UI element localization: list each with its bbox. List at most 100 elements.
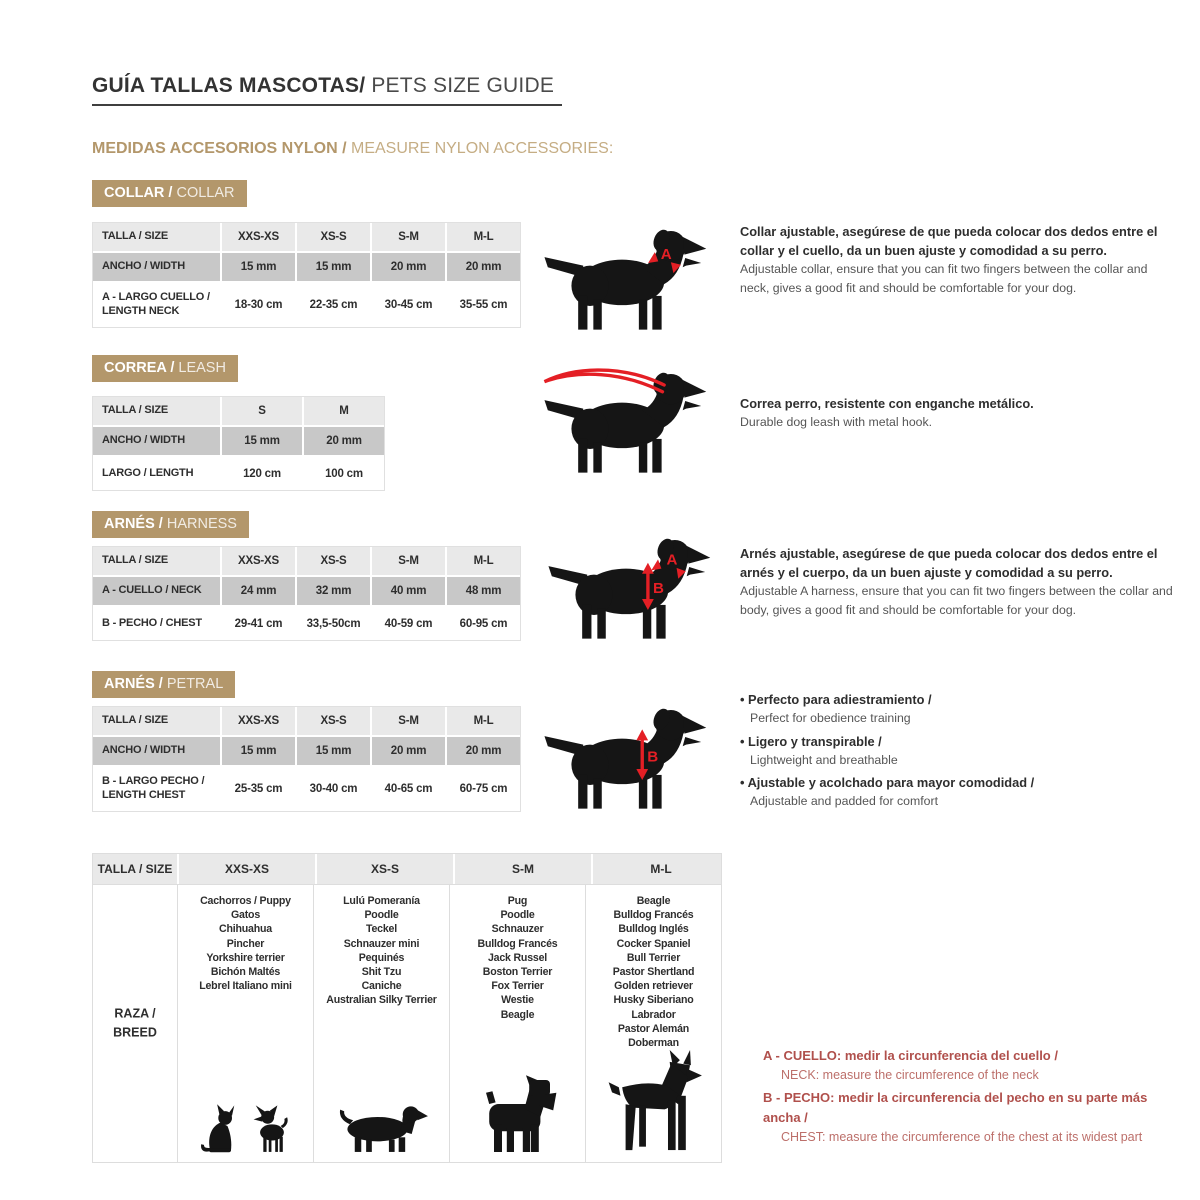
value-cell: 32 mm: [295, 577, 370, 605]
table-header-row: TALLA / SIZE XXS-XS XS-S S-M M-L: [93, 707, 520, 735]
row-label: ANCHO / WIDTH: [102, 260, 185, 273]
diagram-label-a: A: [666, 551, 677, 568]
value-cell: 15 mm: [220, 427, 302, 455]
harness-description: Arnés ajustable, asegúrese de que pueda …: [740, 544, 1176, 619]
feature-item: Ligero y transpirable / Lightweight and …: [740, 732, 1176, 770]
breed-item: Pastor Alemán: [617, 1022, 690, 1035]
table-row: B - PECHO / CHEST 29-41 cm 33,5-50cm 40-…: [93, 605, 520, 640]
chihuahua-silhouette-icon: [246, 1104, 292, 1156]
value-cell: 100 cm: [302, 457, 384, 490]
petral-badge-es: ARNÉS /: [104, 676, 163, 692]
feature-es: Ajustable y acolchado para mayor comodid…: [740, 773, 1176, 792]
header-cell: XS-S: [315, 854, 453, 884]
diagram-label-b: B: [653, 580, 664, 597]
header-cell: XS-S: [295, 547, 370, 575]
breed-item: Lulú Pomeranía: [343, 895, 420, 907]
breed-item: Shit Tzu: [361, 966, 402, 979]
leash-desc-es: Correa perro, resistente con enganche me…: [740, 396, 1034, 411]
diagram-label-b: B: [647, 748, 658, 765]
harness-desc-en: Adjustable A harness, ensure that you ca…: [740, 584, 1173, 617]
petral-feature-list: Perfecto para adiestramiento / Perfect f…: [740, 690, 1176, 815]
value-cell: 60-95 cm: [445, 607, 520, 640]
breed-row-label: RAZA / BREED: [93, 1004, 177, 1043]
petral-measure-dog-icon: B: [536, 694, 708, 812]
breed-column-xs-s: Lulú Pomeranía Poodle Teckel Schnauzer mini…: [313, 885, 449, 1162]
breed-item: Husky Siberiano: [613, 994, 694, 1007]
silhouette-row: [450, 1072, 585, 1156]
leash-badge-es: CORREA /: [104, 360, 175, 376]
value-cell: 48 mm: [445, 577, 520, 605]
header-cell: XXS-XS: [220, 707, 295, 735]
petral-size-table: TALLA / SIZE XXS-XS XS-S S-M M-L ANCHO /…: [92, 706, 521, 812]
page-subtitle-en: MEASURE NYLON ACCESSORIES:: [346, 140, 614, 157]
breed-item: Westie: [501, 994, 534, 1007]
collar-description: Collar ajustable, asegúrese de que pueda…: [740, 222, 1176, 297]
title-underline: [92, 104, 562, 106]
table-row: ANCHO / WIDTH 15 mm 20 mm: [93, 425, 384, 455]
breed-column-s-m: Pug Poodle Schnauzer Bulldog Francés Jack Ru…: [449, 885, 585, 1162]
silhouette-row: [586, 1050, 721, 1156]
collar-desc-es: Collar ajustable, asegúrese de que pueda…: [740, 224, 1158, 259]
petral-measure-arrows: B: [636, 729, 658, 780]
header-cell: M-L: [445, 707, 520, 735]
value-cell: 120 cm: [220, 457, 302, 490]
breed-item: Yorkshire terrier: [206, 951, 285, 964]
table-row: LARGO / LENGTH 120 cm 100 cm: [93, 455, 384, 490]
header-cell: S-M: [453, 854, 591, 884]
value-cell: 60-75 cm: [445, 767, 520, 811]
page-subtitle: MEDIDAS ACCESORIOS NYLON / MEASURE NYLON…: [92, 140, 613, 158]
breed-table-header: TALLA / SIZE XXS-XS XS-S S-M M-L: [92, 853, 722, 885]
collar-measure-dog-icon: A: [536, 215, 708, 333]
breed-item: Jack Russel: [487, 951, 548, 964]
silhouette-row: [178, 1100, 313, 1156]
diagram-label-a: A: [661, 246, 672, 263]
table-row: B - LARGO PECHO / LENGTH CHEST 25-35 cm …: [93, 765, 520, 811]
value-cell: 20 mm: [302, 427, 384, 455]
feature-item: Perfecto para adiestramiento / Perfect f…: [740, 690, 1176, 728]
row-label: LARGO / LENGTH: [102, 466, 194, 479]
header-cell: S: [220, 397, 302, 425]
breed-item: Bull Terrier: [626, 951, 681, 964]
schnauzer-silhouette-icon: [478, 1072, 558, 1156]
header-cell: TALLA / SIZE: [102, 230, 169, 243]
breed-item: Poodle: [500, 909, 535, 922]
breed-item: Pequinés: [358, 951, 405, 964]
breed-row-label-es: RAZA /: [114, 1006, 156, 1021]
note-b-en: CHEST: measure the circumference of the …: [781, 1129, 1143, 1144]
collar-measure-arrows: A: [648, 246, 681, 274]
header-cell: M-L: [445, 547, 520, 575]
breed-item: Pincher: [226, 937, 265, 950]
page-subtitle-es: MEDIDAS ACCESORIOS NYLON /: [92, 140, 347, 157]
feature-item: Ajustable y acolchado para mayor comodid…: [740, 773, 1176, 811]
header-cell: S-M: [370, 707, 445, 735]
header-cell: TALLA / SIZE: [102, 554, 169, 567]
feature-en: Perfect for obedience training: [750, 711, 911, 726]
measurement-notes: A - CUELLO: medir la circunferencia del …: [763, 1046, 1188, 1149]
note-a-es: A - CUELLO: medir la circunferencia del …: [763, 1048, 1058, 1063]
collar-desc-en: Adjustable collar, ensure that you can f…: [740, 262, 1148, 295]
value-cell: 40-59 cm: [370, 607, 445, 640]
breed-table: TALLA / SIZE XXS-XS XS-S S-M M-L RAZA / …: [92, 853, 722, 1163]
feature-en: Adjustable and padded for comfort: [750, 794, 938, 809]
value-cell: 30-45 cm: [370, 283, 445, 327]
table-header-row: TALLA / SIZE XXS-XS XS-S S-M M-L: [93, 547, 520, 575]
breed-item: Bichón Maltés: [210, 966, 281, 979]
table-row: ANCHO / WIDTH 15 mm 15 mm 20 mm 20 mm: [93, 735, 520, 765]
value-cell: 40 mm: [370, 577, 445, 605]
leash-dog-icon: [543, 368, 708, 476]
breed-column-xxs-xs: Cachorros / Puppy Gatos Chihuahua Pincher Yo…: [177, 885, 313, 1162]
leash-description: Correa perro, resistente con enganche me…: [740, 394, 1176, 432]
cat-silhouette-icon: [200, 1100, 240, 1156]
table-row: A - LARGO CUELLO / LENGTH NECK 18-30 cm …: [93, 281, 520, 327]
header-cell: XS-S: [295, 707, 370, 735]
breed-item: Beagle: [636, 895, 671, 907]
breed-list: Lulú Pomeranía Poodle Teckel Schnauzer mini…: [314, 894, 449, 1008]
harness-desc-es: Arnés ajustable, asegúrese de que pueda …: [740, 546, 1158, 581]
table-header-row: TALLA / SIZE XXS-XS XS-S S-M M-L: [93, 223, 520, 251]
leash-badge-en: LEASH: [174, 360, 226, 376]
header-cell: TALLA / SIZE: [102, 714, 169, 727]
header-cell: XXS-XS: [220, 547, 295, 575]
row-label: B - PECHO / CHEST: [102, 616, 202, 629]
collar-badge-es: COLLAR /: [104, 185, 173, 201]
note-b-es: B - PECHO: medir la circunferencia del p…: [763, 1089, 1148, 1125]
